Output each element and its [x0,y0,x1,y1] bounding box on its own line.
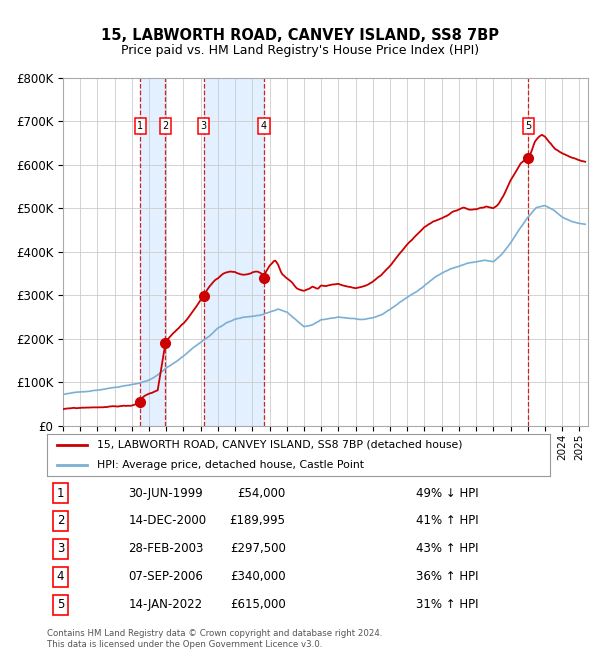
Text: 4: 4 [56,571,64,584]
Text: 07-SEP-2006: 07-SEP-2006 [128,571,203,584]
Text: 5: 5 [56,598,64,611]
Text: 1: 1 [56,486,64,499]
Text: £54,000: £54,000 [238,486,286,499]
Bar [203,78,264,426]
Text: 30-JUN-1999: 30-JUN-1999 [128,486,203,499]
Text: £189,995: £189,995 [230,515,286,528]
Text: £297,500: £297,500 [230,542,286,555]
Text: 28-FEB-2003: 28-FEB-2003 [128,542,203,555]
Text: 14-DEC-2000: 14-DEC-2000 [128,515,206,528]
Text: 4: 4 [261,121,267,131]
Text: 41% ↑ HPI: 41% ↑ HPI [416,515,479,528]
Text: 2: 2 [56,515,64,528]
Text: 49% ↓ HPI: 49% ↓ HPI [416,486,479,499]
Text: 5: 5 [525,121,532,131]
Bar [140,78,166,426]
Text: 31% ↑ HPI: 31% ↑ HPI [416,598,479,611]
Text: This data is licensed under the Open Government Licence v3.0.: This data is licensed under the Open Gov… [47,640,322,649]
Text: 3: 3 [56,542,64,555]
Text: HPI: Average price, detached house, Castle Point: HPI: Average price, detached house, Cast… [97,460,364,470]
Text: Price paid vs. HM Land Registry's House Price Index (HPI): Price paid vs. HM Land Registry's House … [121,44,479,57]
Text: 3: 3 [200,121,206,131]
Text: 14-JAN-2022: 14-JAN-2022 [128,598,202,611]
Text: 2: 2 [163,121,169,131]
Text: 36% ↑ HPI: 36% ↑ HPI [416,571,479,584]
Text: 43% ↑ HPI: 43% ↑ HPI [416,542,479,555]
Text: £615,000: £615,000 [230,598,286,611]
Text: Contains HM Land Registry data © Crown copyright and database right 2024.: Contains HM Land Registry data © Crown c… [47,629,382,638]
Text: 15, LABWORTH ROAD, CANVEY ISLAND, SS8 7BP (detached house): 15, LABWORTH ROAD, CANVEY ISLAND, SS8 7B… [97,440,463,450]
Text: 1: 1 [137,121,143,131]
Text: 15, LABWORTH ROAD, CANVEY ISLAND, SS8 7BP: 15, LABWORTH ROAD, CANVEY ISLAND, SS8 7B… [101,28,499,43]
Text: £340,000: £340,000 [230,571,286,584]
